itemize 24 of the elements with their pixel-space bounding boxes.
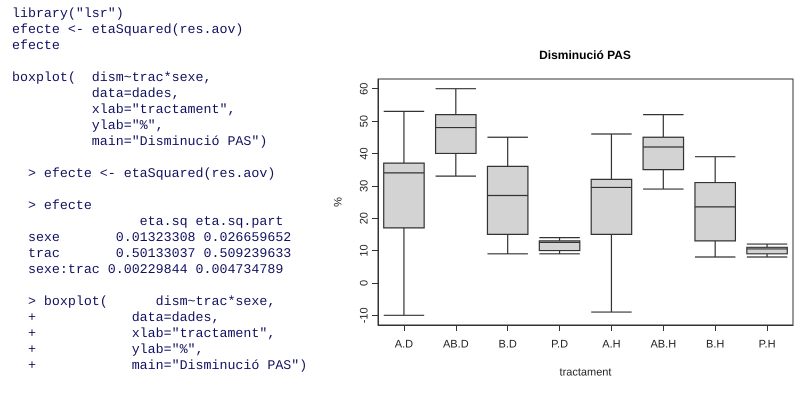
x-tick-label: B.D xyxy=(498,338,517,350)
x-axis-title: tractament xyxy=(560,366,612,378)
text: > efecte eta.sq eta.sq.part sexe 0.01323308 0.026659652 trac 0.50133037 0.509239633 sexe:trac 0.00229844 0.004734789 xyxy=(28,198,292,277)
y-tick-label: 30 xyxy=(358,180,370,192)
y-tick-label: 50 xyxy=(358,114,370,128)
chart-title: Disminució PAS xyxy=(539,48,631,62)
y-tick-label: 40 xyxy=(358,147,370,160)
text: boxplot( dism~trac*sexe, data=dades, xlab="tractament", ylab="%", main="Disminució PAS") xyxy=(12,70,268,150)
x-tick-label: B.H xyxy=(706,338,724,350)
y-tick-label: 10 xyxy=(358,244,370,257)
text: library("lsr") efecte <- etaSquared(res.aov) efecte xyxy=(12,6,244,54)
x-tick-label: P.D xyxy=(551,338,568,350)
y-tick-label: 0 xyxy=(358,280,370,286)
x-tick-label: AB.D xyxy=(442,338,469,350)
x-tick-label: P.H xyxy=(758,338,776,350)
text: > boxplot( dism~trac*sexe, + data=dades, + xlab="tractament", + ylab="%", + main="Disminució PAS") xyxy=(26,294,308,374)
x-tick-label: AB.H xyxy=(650,338,676,350)
y-tick-label: 20 xyxy=(358,212,370,224)
text: > efecte <- etaSquared(res.aov) xyxy=(26,166,276,182)
y-tick-label: -10 xyxy=(358,307,370,324)
x-tick-label: A.H xyxy=(602,338,621,350)
y-axis-title: % xyxy=(332,196,344,207)
y-tick-label: 60 xyxy=(358,82,370,95)
x-tick-label: A.D xyxy=(394,338,414,350)
